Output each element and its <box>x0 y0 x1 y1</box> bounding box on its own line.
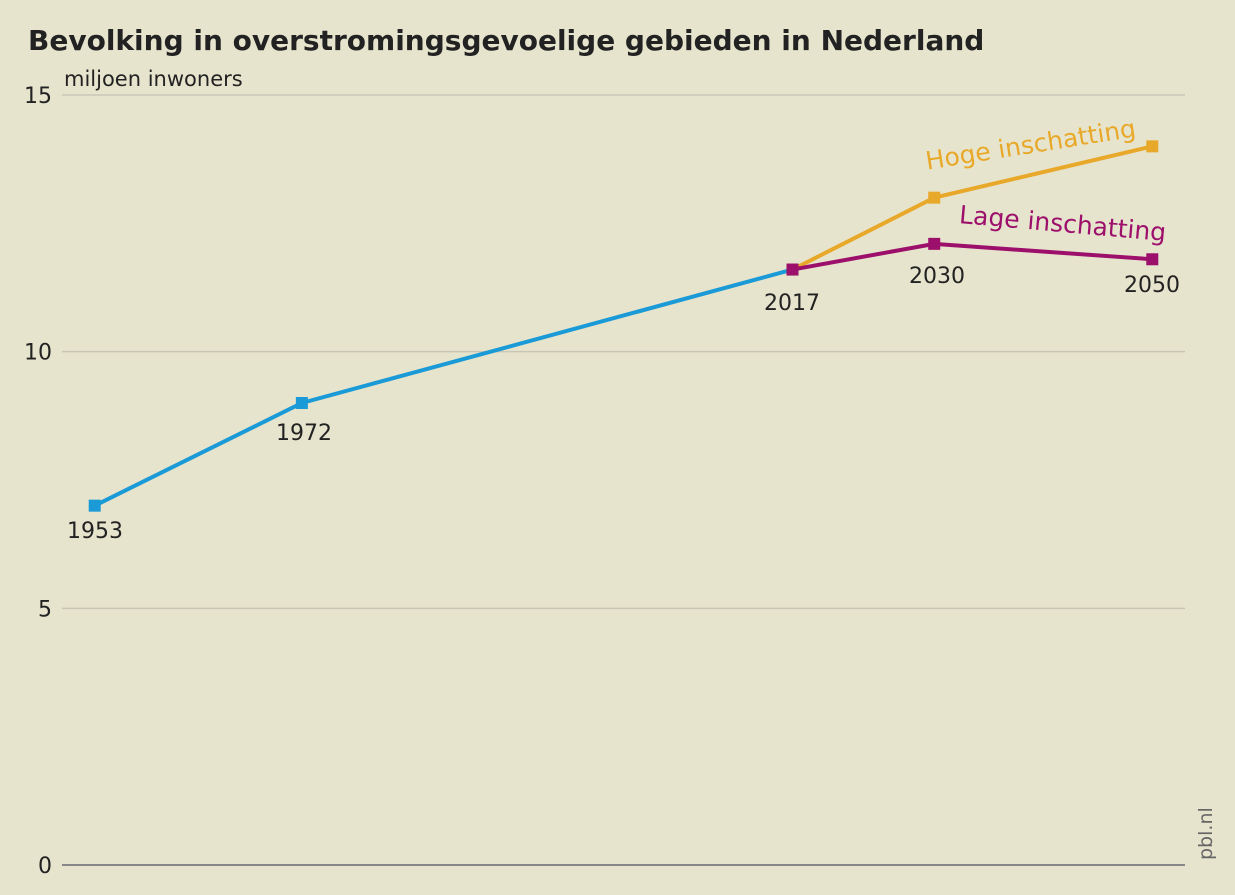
y-tick-label: 15 <box>24 84 52 109</box>
data-point <box>786 263 799 276</box>
data-point <box>1146 253 1159 266</box>
y-tick-label: 10 <box>24 341 52 366</box>
point-label: 2050 <box>1124 273 1180 298</box>
point-label: 1972 <box>276 421 332 446</box>
chart-title: Bevolking in overstromingsgevoelige gebi… <box>28 24 984 57</box>
y-axis-label: miljoen inwoners <box>64 67 243 91</box>
data-point <box>1146 140 1159 153</box>
data-point <box>295 397 308 409</box>
y-tick-label: 0 <box>38 854 52 879</box>
source: pbl.nl <box>1195 807 1217 860</box>
data-point <box>928 237 941 250</box>
y-tick-label: 5 <box>38 597 52 622</box>
point-label: 1953 <box>67 519 123 544</box>
data-point <box>928 191 941 204</box>
point-label: 2030 <box>909 264 965 289</box>
data-point <box>88 499 101 512</box>
point-label: 2017 <box>764 291 820 316</box>
